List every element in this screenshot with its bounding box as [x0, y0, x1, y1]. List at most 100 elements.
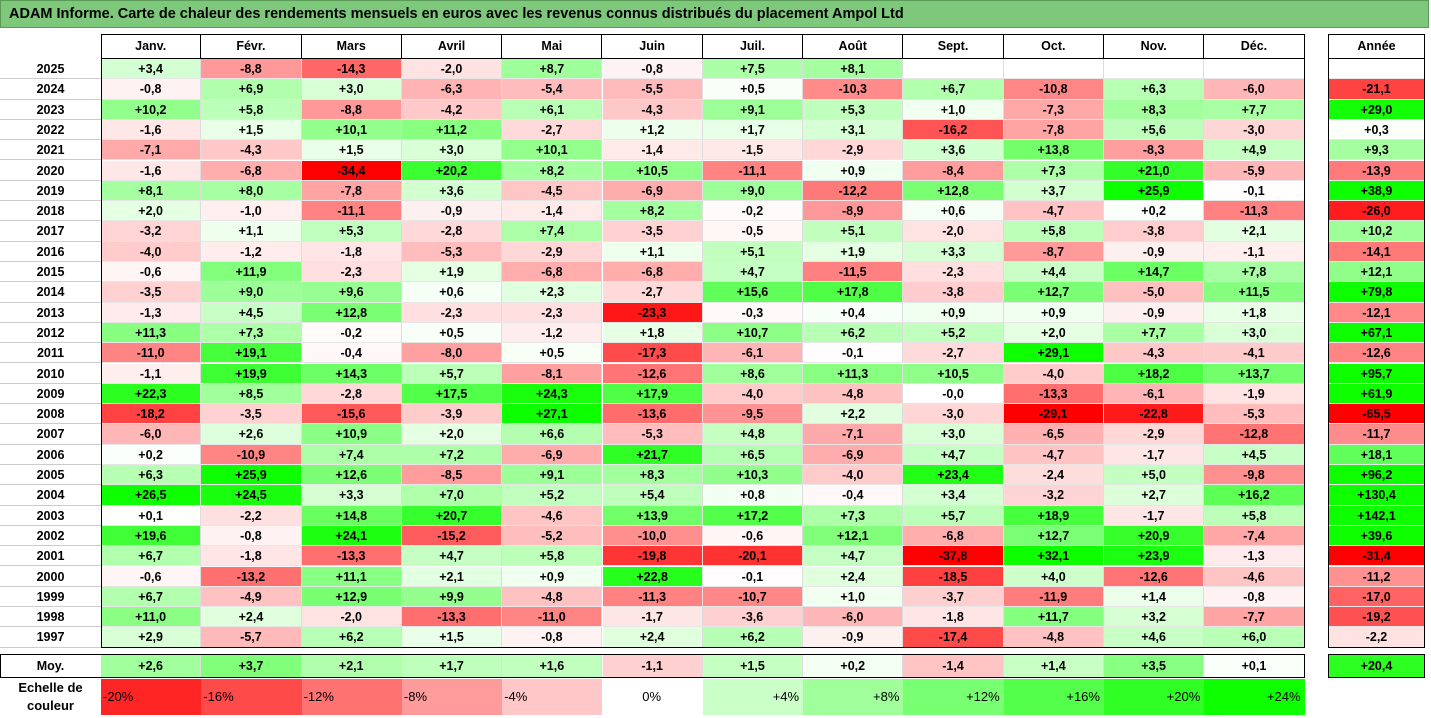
annual-cell: +79,8 — [1328, 282, 1425, 303]
heat-cell: -4,0 — [803, 465, 904, 486]
heat-cell: -0,8 — [502, 627, 603, 648]
heat-cell: -4,0 — [101, 241, 202, 262]
heat-cell: +9,0 — [702, 180, 804, 202]
heat-cell: -5,0 — [1104, 282, 1205, 303]
heat-cell: +24,3 — [502, 383, 603, 405]
heat-cell: -5,5 — [602, 79, 703, 100]
heat-cell — [1104, 59, 1205, 80]
heat-cell: -0,1 — [1204, 180, 1305, 202]
heat-cell: -7,7 — [1204, 607, 1305, 628]
annual-cell: +67,1 — [1328, 322, 1425, 344]
heat-cell: +2,0 — [401, 424, 503, 445]
heat-cell: -3,0 — [903, 404, 1004, 425]
heat-cell: +6,7 — [903, 79, 1004, 100]
heat-cell: -3,7 — [903, 586, 1004, 608]
column-header: Août — [803, 34, 904, 59]
heat-cell: +16,2 — [1204, 485, 1305, 506]
heat-cell: +21,7 — [602, 444, 703, 465]
heat-cell: -6,9 — [502, 444, 603, 465]
heat-cell: +5,2 — [903, 322, 1004, 344]
heat-cell: -37,8 — [903, 546, 1004, 567]
heat-cell: +12,6 — [301, 465, 402, 486]
column-header: Sept. — [903, 34, 1004, 59]
year-label: 2023 — [0, 99, 101, 120]
heat-cell: +1,4 — [1104, 586, 1205, 608]
heat-cell: -1,2 — [502, 322, 603, 344]
annual-cell: +18,1 — [1328, 444, 1425, 465]
heat-cell: -0,1 — [702, 566, 804, 587]
heat-cell: -8,8 — [201, 59, 302, 80]
heat-cell: +6,9 — [201, 79, 302, 100]
heat-cell: -4,2 — [401, 99, 503, 120]
heat-cell: +12,8 — [903, 180, 1004, 202]
heat-cell: -8,3 — [1104, 140, 1205, 161]
annual-cell: -14,1 — [1328, 241, 1425, 262]
heat-cell: +24,5 — [201, 485, 302, 506]
chart-title: ADAM Informe. Carte de chaleur des rende… — [0, 0, 1429, 28]
average-label: Moy. — [0, 653, 101, 678]
heat-cell: -3,5 — [101, 282, 202, 303]
heat-cell: -0,9 — [1104, 302, 1205, 323]
heat-cell: -12,2 — [803, 180, 904, 202]
heat-cell: +10,9 — [301, 424, 402, 445]
heat-cell: -23,3 — [602, 302, 703, 323]
heat-cell: -2,0 — [301, 607, 402, 628]
heat-cell: +3,0 — [301, 79, 402, 100]
year-label: 2013 — [0, 302, 101, 323]
heat-cell: -15,2 — [401, 525, 503, 547]
heat-cell: -6,8 — [903, 525, 1004, 547]
heat-cell: -19,8 — [602, 546, 703, 567]
heat-cell: +2,4 — [803, 566, 904, 587]
heat-cell: -2,3 — [401, 302, 503, 323]
annual-cell: +38,9 — [1328, 180, 1425, 202]
heat-cell: -2,3 — [502, 302, 603, 323]
heat-cell — [1003, 59, 1104, 80]
heat-cell: +2,0 — [101, 201, 202, 222]
heat-cell: +2,0 — [1003, 322, 1104, 344]
heat-cell: +8,6 — [702, 363, 804, 384]
heat-cell: +3,2 — [1104, 607, 1205, 628]
heat-cell: -29,1 — [1003, 404, 1104, 425]
heat-cell: +0,1 — [101, 505, 202, 526]
year-label: 2005 — [0, 465, 101, 486]
heat-cell: +11,3 — [101, 322, 202, 344]
heat-cell: -2,3 — [903, 262, 1004, 283]
heat-cell: +3,6 — [401, 180, 503, 202]
heat-cell: +11,9 — [201, 262, 302, 283]
heat-cell: +0,5 — [401, 322, 503, 344]
heat-cell: -6,0 — [1204, 79, 1305, 100]
heat-cell: -0,2 — [702, 201, 804, 222]
column-header: Juil. — [702, 34, 804, 59]
heat-cell: +4,7 — [702, 262, 804, 283]
heat-cell: +3,6 — [903, 140, 1004, 161]
column-header: Mars — [301, 34, 402, 59]
annual-cell: -19,2 — [1328, 607, 1425, 628]
annual-cell: -17,0 — [1328, 586, 1425, 608]
heat-cell: +22,3 — [101, 383, 202, 405]
heat-cell: -4,7 — [1003, 201, 1104, 222]
heat-cell: -12,6 — [602, 363, 703, 384]
heat-cell: -18,5 — [903, 566, 1004, 587]
heat-cell: -4,8 — [1003, 627, 1104, 648]
heat-cell: +3,3 — [301, 485, 402, 506]
heat-cell: +4,5 — [201, 302, 302, 323]
heat-cell: +14,3 — [301, 363, 402, 384]
heat-cell: -4,0 — [702, 383, 804, 405]
average-cell: +1,6 — [502, 653, 603, 678]
heat-cell: +6,7 — [101, 586, 202, 608]
year-label: 2019 — [0, 180, 101, 202]
heat-cell: +7,7 — [1204, 99, 1305, 120]
heat-cell: -11,5 — [803, 262, 904, 283]
heat-cell: +8,7 — [502, 59, 603, 80]
heat-cell: -11,1 — [301, 201, 402, 222]
scale-step: -4% — [502, 679, 603, 715]
annual-cell: +130,4 — [1328, 485, 1425, 506]
heat-cell: +0,5 — [502, 343, 603, 364]
column-header: Nov. — [1104, 34, 1205, 59]
heat-cell: -14,3 — [301, 59, 402, 80]
scale-step: +20% — [1104, 679, 1205, 715]
heat-cell: -5,7 — [201, 627, 302, 648]
heat-cell: +5,8 — [502, 546, 603, 567]
scale-label: Echelle de couleur — [18, 680, 83, 713]
heat-cell: +1,5 — [401, 627, 503, 648]
